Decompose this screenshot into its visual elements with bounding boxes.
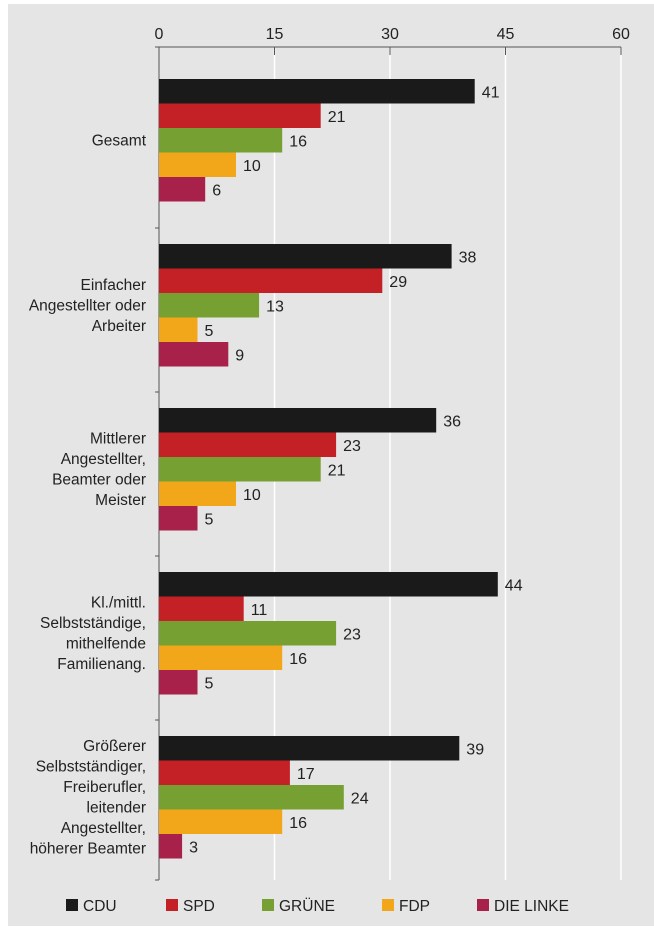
bars: 41 21 16 10 6 38 29 13 5 9 36 23 21 10 5 44 11 23 16 5 39 17 2…	[159, 79, 523, 859]
data-label: 39	[466, 741, 484, 758]
data-label: 5	[205, 511, 214, 528]
legend-label: FDP	[399, 898, 430, 915]
data-label: 11	[251, 602, 268, 619]
legend-swatch	[382, 899, 394, 911]
legend-label: SPD	[183, 898, 215, 915]
data-label: 5	[205, 323, 214, 340]
data-label: 44	[505, 577, 523, 594]
legend-label: DIE LINKE	[494, 898, 569, 915]
category-label: Kl./mittl. Selbstständige, mithelfende Fami…	[40, 595, 146, 674]
x-tick-label: 0	[155, 26, 164, 43]
bar-fdp	[159, 481, 236, 506]
bar-grüne	[159, 785, 344, 810]
bar-fdp	[159, 645, 283, 670]
data-label: 23	[343, 626, 361, 643]
bar-fdp	[159, 809, 283, 834]
x-tick-label: 30	[381, 26, 399, 43]
data-label: 10	[243, 487, 261, 504]
bar-fdp	[159, 152, 236, 177]
legend-swatch	[66, 899, 78, 911]
legend-swatch	[477, 899, 489, 911]
data-label: 16	[289, 133, 307, 150]
bar-spd	[159, 268, 383, 293]
data-label: 16	[289, 815, 307, 832]
x-tick-label: 60	[612, 26, 630, 43]
bar-die-linke	[159, 342, 229, 367]
data-label: 21	[328, 109, 346, 126]
data-label: 10	[243, 158, 261, 175]
bar-spd	[159, 760, 290, 785]
bar-cdu	[159, 408, 437, 433]
data-label: 5	[205, 675, 214, 692]
data-label: 23	[343, 438, 361, 455]
bar-die-linke	[159, 834, 183, 859]
legend-label: CDU	[83, 898, 117, 915]
data-label: 29	[389, 274, 407, 291]
x-tick-label: 45	[497, 26, 515, 43]
bar-grüne	[159, 128, 283, 153]
bar-die-linke	[159, 177, 206, 202]
data-label: 24	[351, 790, 369, 807]
bar-cdu	[159, 572, 498, 597]
bar-cdu	[159, 79, 475, 104]
bar-spd	[159, 432, 337, 457]
bar-grüne	[159, 621, 337, 646]
bar-fdp	[159, 317, 198, 342]
bar-spd	[159, 103, 321, 128]
data-label: 16	[289, 651, 307, 668]
data-label: 36	[443, 413, 461, 430]
category-label: Einfacher Angestellter oder Arbeiter	[29, 277, 146, 335]
legend-swatch	[262, 899, 274, 911]
bar-die-linke	[159, 670, 198, 695]
data-label: 21	[328, 462, 346, 479]
category-label: Gesamt	[92, 132, 147, 149]
bar-cdu	[159, 736, 460, 761]
category-labels: Gesamt Einfacher Angestellter oder Arbeiter…	[29, 132, 147, 857]
x-tick-label: 15	[266, 26, 284, 43]
category-label: Mittlerer Angestellter, Beamter oder Meiste…	[52, 431, 146, 510]
bar-cdu	[159, 244, 452, 269]
bar-grüne	[159, 293, 260, 318]
data-label: 9	[235, 347, 244, 364]
legend-swatch	[166, 899, 178, 911]
data-label: 6	[212, 182, 221, 199]
data-label: 3	[189, 839, 198, 856]
category-label: Größerer Selbstständiger, Freiberufler, lei…	[30, 738, 146, 858]
data-label: 38	[459, 249, 477, 266]
bar-die-linke	[159, 506, 198, 531]
bar-spd	[159, 596, 244, 621]
data-label: 13	[266, 298, 284, 315]
legend: CDU SPD GRÜNE FDP DIE LINKE	[66, 897, 569, 915]
data-label: 41	[482, 84, 500, 101]
chart-panel	[8, 4, 654, 926]
data-label: 17	[297, 766, 315, 783]
legend-label: GRÜNE	[279, 897, 335, 915]
bar-grüne	[159, 457, 321, 482]
